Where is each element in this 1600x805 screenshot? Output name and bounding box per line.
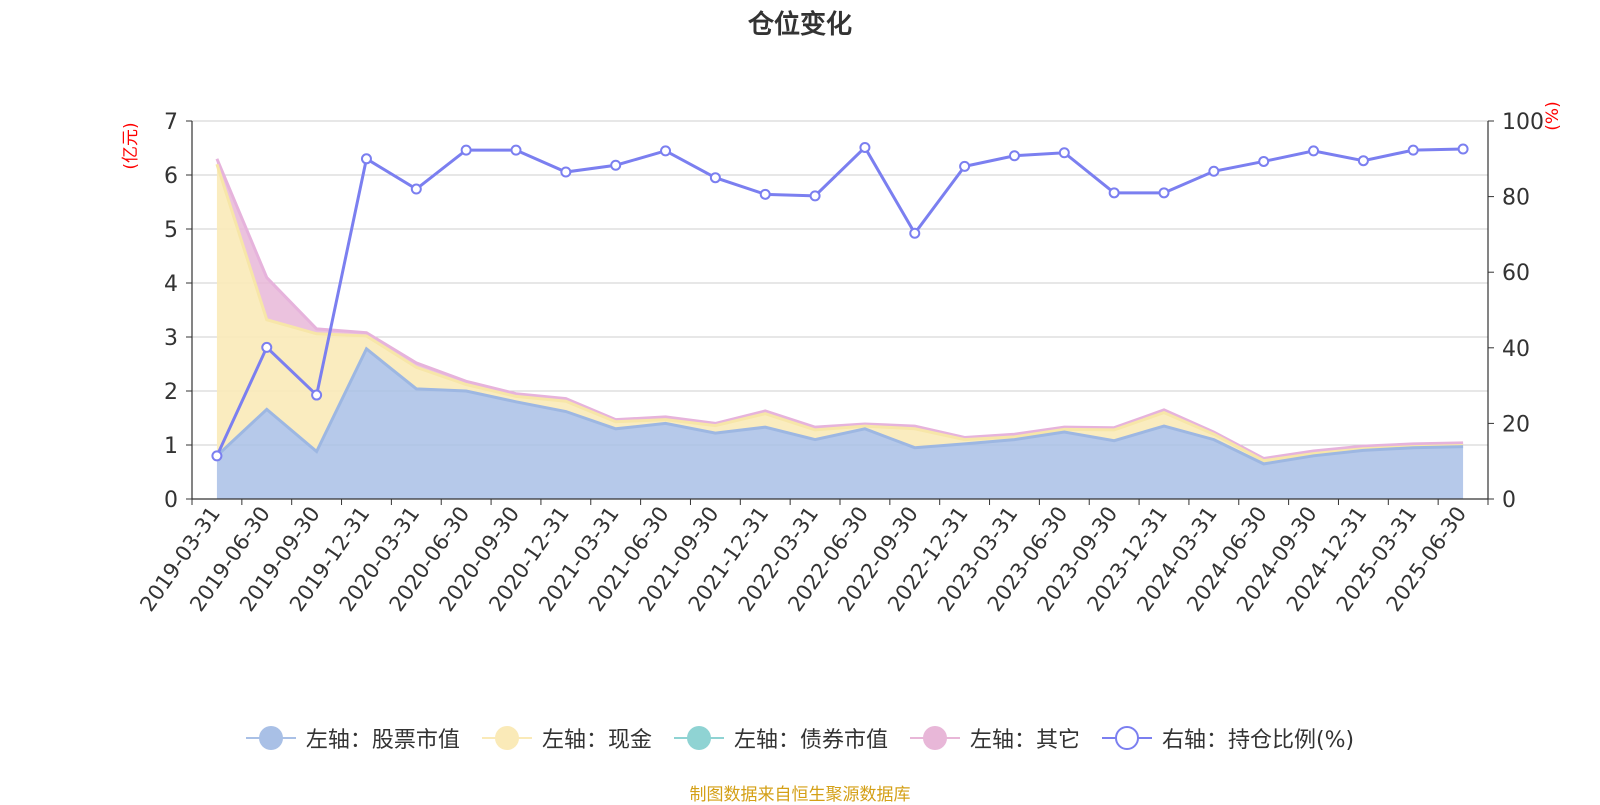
filled-circle-icon <box>673 724 724 752</box>
legend-label: 左轴：其它 <box>969 728 1080 753</box>
holding-ratio-point <box>809 190 821 202</box>
legend-item-ratio[interactable]: 右轴：持仓比例(%) <box>1101 722 1355 754</box>
cash-line <box>215 163 1464 463</box>
holding-ratio-point <box>859 141 871 153</box>
holding-ratio-point <box>1308 145 1320 157</box>
holding-ratio-point <box>959 160 971 172</box>
stock-line <box>215 346 1464 466</box>
holding-ratio-point <box>460 144 472 156</box>
holding-ratio-point <box>1357 155 1369 167</box>
y-right-tick-label: 20 <box>1502 412 1530 437</box>
holding-ratio-point <box>1457 143 1469 155</box>
holding-ratio-line <box>215 145 1464 457</box>
y-right-unit-label: (%) <box>1543 101 1563 130</box>
y-left-tick-label: 6 <box>164 164 178 189</box>
holding-ratio-point <box>909 227 921 239</box>
holding-ratio-point <box>1158 187 1170 199</box>
legend-item-cash[interactable]: 左轴：现金 <box>481 722 652 754</box>
y-right-tick-label: 40 <box>1502 337 1530 362</box>
chart-legend[interactable]: 左轴：股票市值 左轴：现金 左轴：债券市值 左轴：其它 右轴：持仓比例(%) <box>0 722 1600 754</box>
legend-item-other[interactable]: 左轴：其它 <box>909 722 1080 754</box>
holding-ratio-point <box>1208 165 1220 177</box>
y-left-tick-label: 1 <box>164 434 178 459</box>
holding-ratio-point <box>1058 147 1070 159</box>
hollow-circle-icon <box>1101 724 1152 752</box>
filled-circle-icon <box>245 724 296 752</box>
y-right-tick-label: 100 <box>1502 110 1544 135</box>
holding-ratio-point <box>510 144 522 156</box>
y-left-tick-label: 4 <box>164 272 178 297</box>
stock-area <box>216 348 1464 499</box>
holding-ratio-point <box>560 166 572 178</box>
holding-ratio-point <box>1008 150 1020 162</box>
y-right-tick-label: 80 <box>1502 186 1530 211</box>
holding-ratio-point <box>360 153 372 165</box>
holding-ratio-point <box>610 159 622 171</box>
legend-item-stock[interactable]: 左轴：股票市值 <box>245 722 460 754</box>
holding-ratio-point <box>1407 144 1419 156</box>
y-left-tick-label: 3 <box>164 326 178 351</box>
y-left-tick-label: 2 <box>164 380 178 405</box>
holding-ratio-point <box>709 172 721 184</box>
y-right-tick-label: 60 <box>1502 261 1530 286</box>
holding-ratio-point <box>759 188 771 200</box>
y-right-tick-label: 0 <box>1502 488 1516 513</box>
legend-label: 左轴：股票市值 <box>305 728 460 753</box>
y-left-tick-label: 7 <box>164 110 178 135</box>
legend-item-bond[interactable]: 左轴：债券市值 <box>673 722 888 754</box>
legend-label: 左轴：现金 <box>541 728 652 753</box>
legend-label: 右轴：持仓比例(%) <box>1161 728 1355 753</box>
legend-label: 左轴：债券市值 <box>733 728 888 753</box>
y-left-tick-label: 0 <box>164 488 178 513</box>
y-left-tick-label: 5 <box>164 218 178 243</box>
filled-circle-icon <box>909 724 960 752</box>
holding-ratio-point <box>211 450 223 462</box>
holding-ratio-point <box>1258 155 1270 167</box>
holding-ratio-point <box>261 341 273 353</box>
position-change-chart: 01234567020406080100(亿元)(%)2019-03-31201… <box>121 101 1563 616</box>
holding-ratio-point <box>660 145 672 157</box>
filled-circle-icon <box>481 724 532 752</box>
y-left-unit-label: (亿元) <box>121 122 141 169</box>
other-line <box>215 158 1464 461</box>
holding-ratio-point <box>1108 187 1120 199</box>
holding-ratio-point <box>311 389 323 401</box>
holding-ratio-point <box>410 183 422 195</box>
chart-title: 仓位变化 <box>747 10 852 40</box>
data-source-note: 制图数据来自恒生聚源数据库 <box>689 785 911 805</box>
